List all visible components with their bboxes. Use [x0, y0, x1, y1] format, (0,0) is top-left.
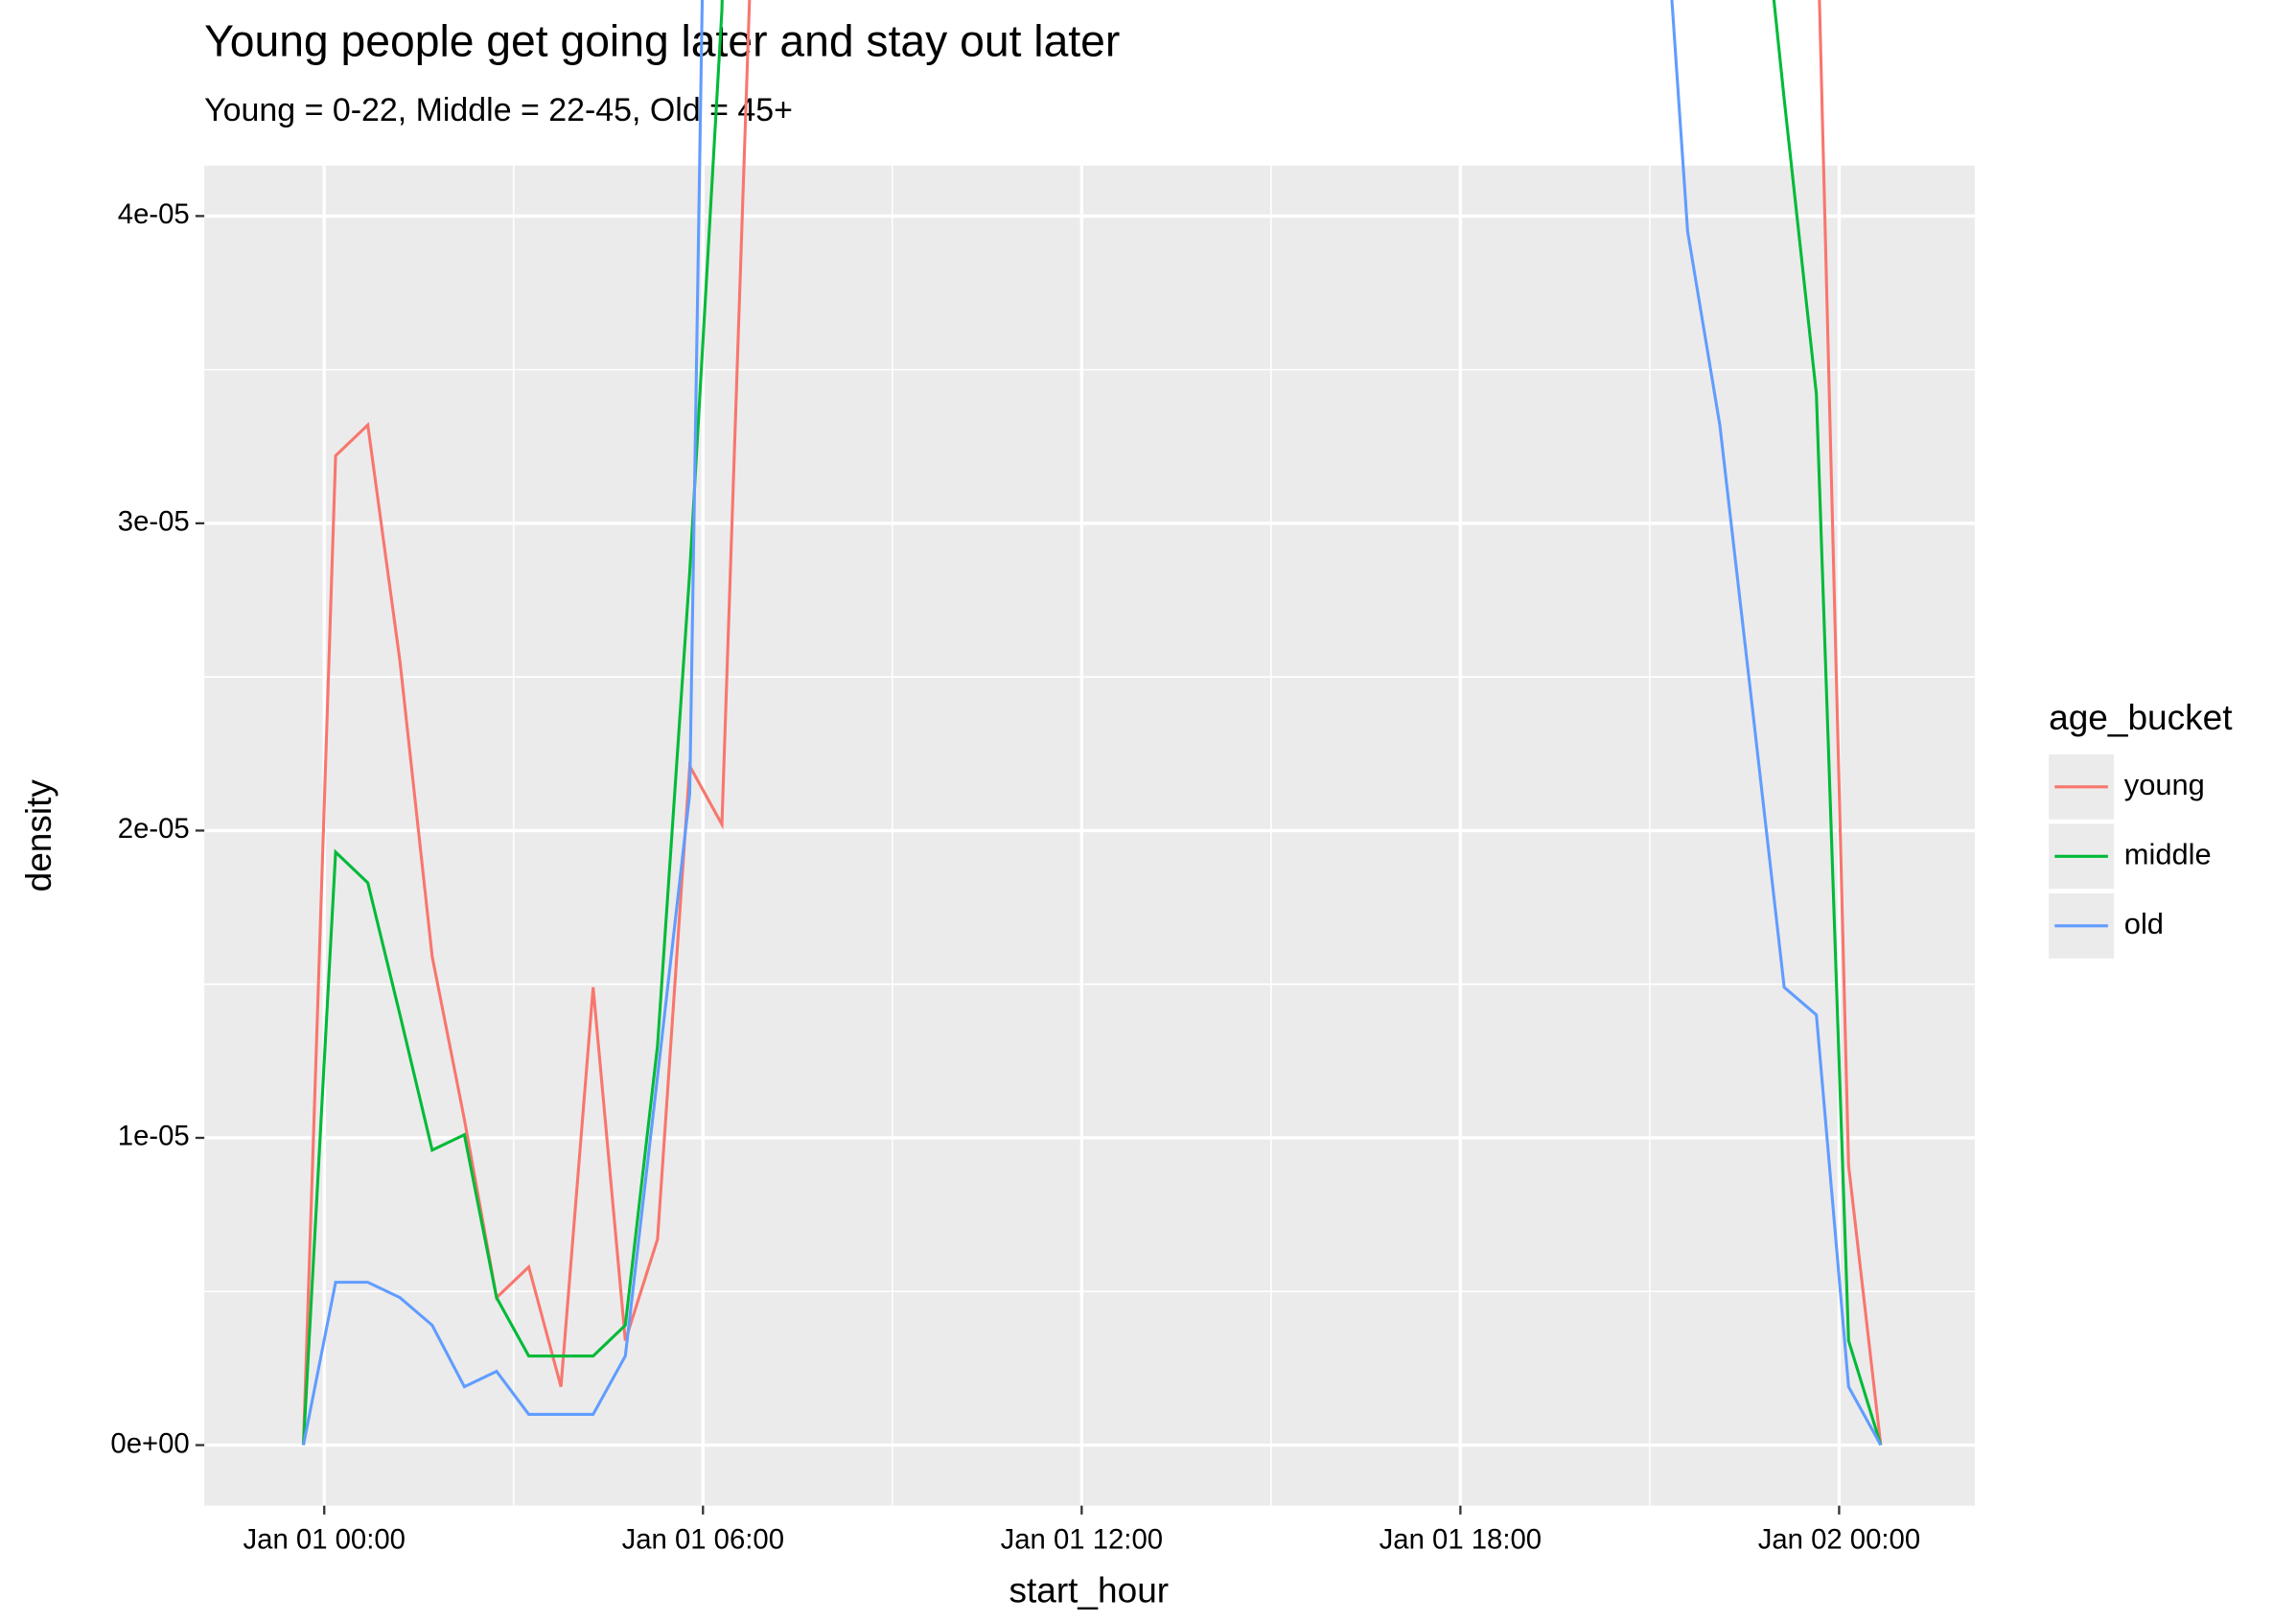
legend-label: middle — [2124, 837, 2212, 870]
line-young — [301, 0, 1883, 1446]
legend-label: young — [2124, 768, 2205, 801]
x-axis-title: start_hour — [1009, 1569, 1169, 1609]
x-tick-label: Jan 01 06:00 — [622, 1523, 784, 1555]
y-tick-label: 2e-05 — [118, 813, 190, 845]
panel — [204, 165, 1975, 1506]
x-tick-label: Jan 01 12:00 — [1001, 1523, 1163, 1555]
y-tick-label: 4e-05 — [118, 198, 190, 230]
y-tick-label: 1e-05 — [118, 1121, 190, 1152]
legend-title: age_bucket — [2049, 697, 2233, 737]
y-tick-label: 0e+00 — [110, 1427, 189, 1459]
x-tick-label: Jan 01 00:00 — [244, 1523, 406, 1555]
legend-label: old — [2124, 907, 2164, 940]
chart-title: Young people get going later and stay ou… — [204, 16, 1120, 66]
x-tick-label: Jan 02 00:00 — [1758, 1523, 1920, 1555]
chart-subtitle: Young = 0-22, Middle = 22-45, Old = 45+ — [204, 92, 793, 128]
y-axis-title: density — [18, 779, 58, 892]
y-tick-label: 3e-05 — [118, 506, 190, 538]
x-tick-label: Jan 01 18:00 — [1380, 1523, 1542, 1555]
line-old — [301, 0, 1883, 1447]
line-middle — [301, 0, 1883, 1446]
